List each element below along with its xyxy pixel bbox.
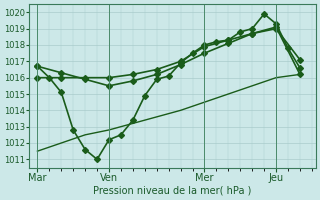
X-axis label: Pression niveau de la mer( hPa ): Pression niveau de la mer( hPa ): [93, 186, 252, 196]
